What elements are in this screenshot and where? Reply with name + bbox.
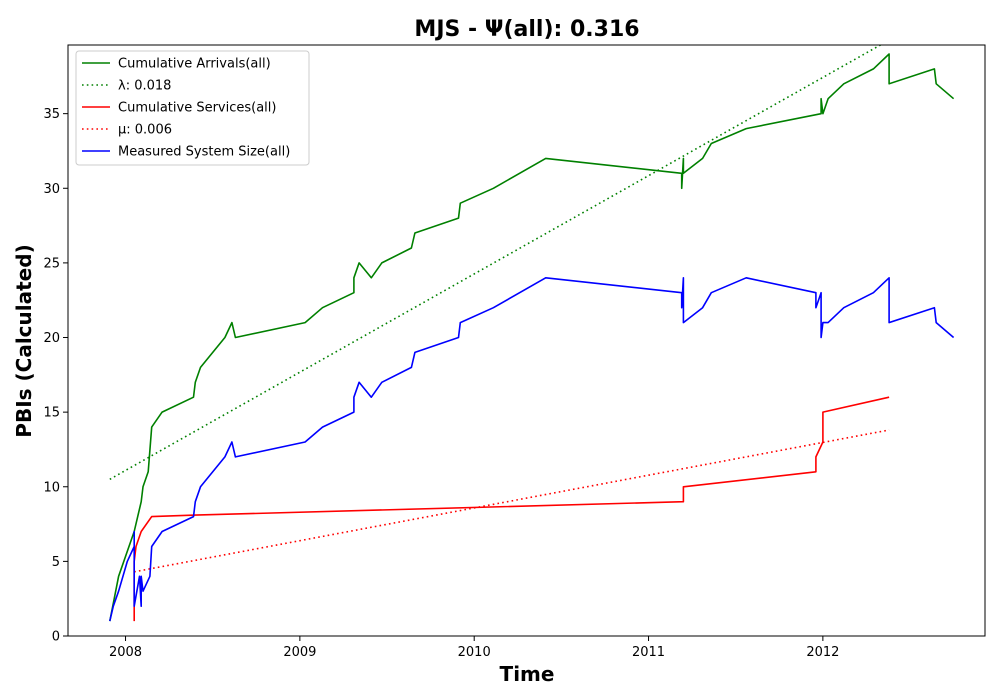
y-tick-label: 30 xyxy=(43,182,60,197)
y-tick-label: 20 xyxy=(43,331,60,346)
x-tick-label: 2009 xyxy=(283,645,316,660)
series-line-2 xyxy=(133,396,890,622)
plot-frame xyxy=(67,44,986,637)
x-tick-label: 2012 xyxy=(806,645,839,660)
plot-area: 2008 2009 2010 2011 2012 0 5 10 15 20 25 30 35 xyxy=(43,44,986,660)
legend-label-3: μ: 0.006 xyxy=(118,123,172,138)
legend-label-1: λ: 0.018 xyxy=(118,79,171,94)
legend-label-2: Cumulative Services(all) xyxy=(118,101,276,116)
y-tick-label: 10 xyxy=(43,480,60,495)
legend-label-4: Measured System Size(all) xyxy=(118,145,290,160)
legend: Cumulative Arrivals(all) λ: 0.018 Cumulati… xyxy=(75,50,310,166)
series-line-0 xyxy=(109,53,955,622)
y-axis-label: PBIs (Calculated) xyxy=(12,244,36,437)
y-tick-label: 0 xyxy=(52,630,60,645)
y-tick-label: 25 xyxy=(43,256,60,271)
series-line-4 xyxy=(109,276,955,622)
series-line-1 xyxy=(109,45,881,480)
series-line-3 xyxy=(134,429,890,573)
y-tick-label: 35 xyxy=(43,107,60,122)
x-tick-label: 2008 xyxy=(109,645,142,660)
y-tick-label: 15 xyxy=(43,406,60,421)
x-tick-label: 2011 xyxy=(632,645,665,660)
x-tick-label: 2010 xyxy=(458,645,491,660)
legend-label-0: Cumulative Arrivals(all) xyxy=(118,57,271,72)
legend-box xyxy=(75,50,310,166)
chart-title: MJS - Ψ(all): 0.316 xyxy=(414,17,639,42)
x-axis-label: Time xyxy=(500,662,555,686)
y-tick-label: 5 xyxy=(52,555,60,570)
